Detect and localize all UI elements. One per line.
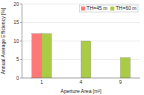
y-tick bbox=[20, 59, 22, 60]
y-tick-label: 5 bbox=[16, 56, 19, 62]
y-tick-label: 0 bbox=[16, 75, 19, 81]
chart-container: 0 5 10 15 20 1 4 9 Aperture Area [m²] Annual Aver… bbox=[0, 0, 144, 95]
y-axis bbox=[22, 4, 23, 78]
legend-swatch bbox=[110, 7, 114, 11]
y-tick-label: 15 bbox=[13, 19, 19, 25]
legend-box bbox=[80, 5, 138, 12]
y-axis-label: Annual Average Efficiency [%] bbox=[0, 7, 6, 74]
bar bbox=[120, 58, 130, 78]
y-tick-label: 10 bbox=[13, 38, 19, 44]
x-tick-label: 4 bbox=[80, 79, 83, 85]
bar bbox=[42, 34, 52, 78]
x-tick-label: 1 bbox=[40, 79, 43, 85]
grid-line bbox=[22, 22, 140, 23]
y-tick-label: 20 bbox=[13, 1, 19, 7]
bar bbox=[81, 41, 91, 78]
legend-label: TH=45 m bbox=[87, 5, 108, 11]
legend: TH=45 m TH=60 m bbox=[80, 5, 138, 12]
chart-svg: 0 5 10 15 20 1 4 9 Aperture Area [m²] Annual Aver… bbox=[0, 0, 144, 95]
bar bbox=[32, 34, 42, 78]
x-axis-label: Aperture Area [m²] bbox=[61, 88, 102, 94]
y-tick bbox=[20, 78, 22, 79]
y-tick bbox=[20, 4, 22, 5]
y-tick bbox=[20, 41, 22, 42]
legend-label: TH=60 m bbox=[116, 5, 137, 11]
y-tick bbox=[20, 22, 22, 23]
bars bbox=[32, 34, 130, 78]
x-tick-label: 9 bbox=[119, 79, 122, 85]
legend-swatch bbox=[81, 7, 85, 11]
